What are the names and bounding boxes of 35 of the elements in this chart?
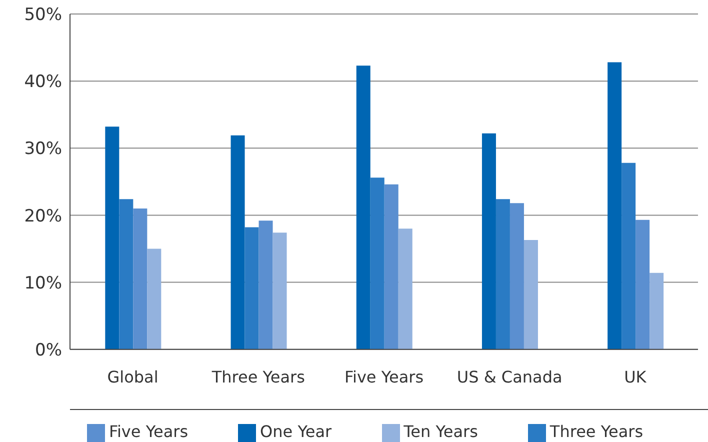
bar [147,248,162,350]
y-tick-label: 10% [24,273,62,294]
legend-label: Three Years [550,422,644,442]
y-tick-label: 20% [24,206,62,226]
bar [482,133,496,350]
bar [370,178,384,350]
bar [608,62,622,350]
bar [244,227,259,350]
x-tick-label: Global [107,368,158,387]
x-tick-label: Three Years [210,368,305,387]
bar [119,199,134,350]
bar [636,220,650,350]
bar [258,220,273,350]
legend-label: Five Years [108,422,188,442]
bar [272,232,287,350]
x-tick-label: Five Years [344,368,424,387]
bar [133,208,148,350]
y-tick-label: 50% [24,5,62,26]
bar [496,199,510,350]
y-tick-label: 40% [24,72,62,92]
bar [510,203,524,350]
bar [524,240,538,350]
x-tick-label: US & Canada [456,368,562,387]
bar [384,184,398,350]
bar [105,126,120,350]
x-tick-label: UK [624,368,647,387]
legend-label: Ten Years [404,422,478,442]
y-tick-label: 30% [24,139,62,160]
bar [622,162,636,350]
bar [398,228,412,350]
bar [650,272,664,350]
legend-label: One Year [260,422,332,442]
bar [230,135,245,350]
y-tick-label: 0% [35,340,62,360]
bar [356,66,370,350]
